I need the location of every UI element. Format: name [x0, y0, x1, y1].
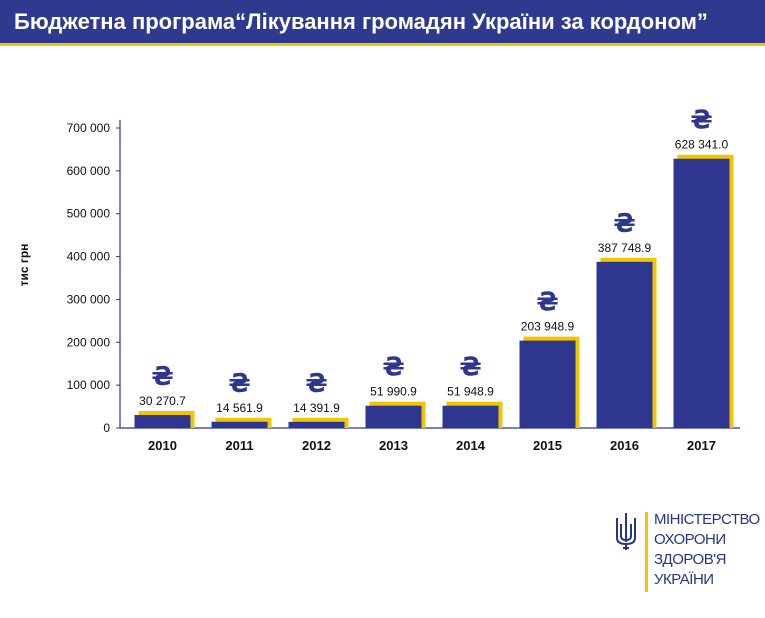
data-label: 387 748.9 [598, 241, 652, 255]
logo-line: ЗДОРОВ'Я [654, 551, 726, 568]
hryvnia-icon: ₴ [382, 353, 404, 383]
data-label: 203 948.9 [521, 320, 575, 334]
logo-text: МІНІСТЕРСТВО ОХОРОНИ ЗДОРОВ'Я УКРАЇНИ [654, 510, 760, 590]
bar [673, 158, 730, 428]
bar [288, 421, 345, 428]
x-tick-label: 2017 [687, 438, 716, 453]
y-tick-label: 100 000 [67, 378, 111, 392]
y-tick-label: 300 000 [67, 292, 111, 306]
page-title: Бюджетна програма“Лікування громадян Укр… [14, 9, 708, 34]
hryvnia-icon: ₴ [613, 209, 635, 239]
logo-line: ОХОРОНИ [654, 531, 726, 548]
x-tick-label: 2013 [379, 438, 408, 453]
hryvnia-icon: ₴ [305, 369, 327, 399]
hryvnia-icon: ₴ [459, 353, 481, 383]
bar [211, 421, 268, 428]
x-tick-label: 2011 [225, 438, 253, 453]
x-tick-label: 2012 [302, 438, 331, 453]
bar [519, 340, 576, 428]
header-bar: Бюджетна програма“Лікування громадян Укр… [0, 0, 765, 46]
data-label: 51 990.9 [370, 385, 417, 399]
bar [442, 405, 499, 428]
x-tick-label: 2016 [610, 438, 639, 453]
y-tick-label: 0 [103, 421, 110, 435]
trident-icon [616, 513, 636, 550]
y-tick-label: 500 000 [67, 207, 111, 221]
x-tick-label: 2014 [456, 438, 486, 453]
y-tick-label: 400 000 [67, 250, 111, 264]
bar [134, 415, 191, 428]
data-label: 14 561.9 [216, 401, 263, 415]
x-tick-label: 2010 [148, 438, 177, 453]
logo-line: УКРАЇНИ [654, 571, 714, 588]
data-label: 30 270.7 [139, 394, 186, 408]
data-label: 14 391.9 [293, 401, 340, 415]
y-tick-label: 700 000 [67, 121, 111, 135]
hryvnia-icon: ₴ [536, 288, 558, 318]
bar [596, 261, 653, 428]
ministry-logo: МІНІСТЕРСТВО ОХОРОНИ ЗДОРОВ'Я УКРАЇНИ [614, 510, 764, 600]
hryvnia-icon: ₴ [690, 106, 712, 136]
x-tick-label: 2015 [533, 438, 562, 453]
hryvnia-icon: ₴ [228, 369, 250, 399]
y-tick-label: 200 000 [67, 335, 111, 349]
logo-line: МІНІСТЕРСТВО [654, 511, 760, 528]
data-label: 628 341.0 [675, 138, 729, 152]
bar [365, 405, 422, 428]
y-tick-label: 600 000 [67, 164, 111, 178]
data-label: 51 948.9 [447, 385, 494, 399]
hryvnia-icon: ₴ [151, 362, 173, 392]
logo-divider [645, 512, 648, 592]
